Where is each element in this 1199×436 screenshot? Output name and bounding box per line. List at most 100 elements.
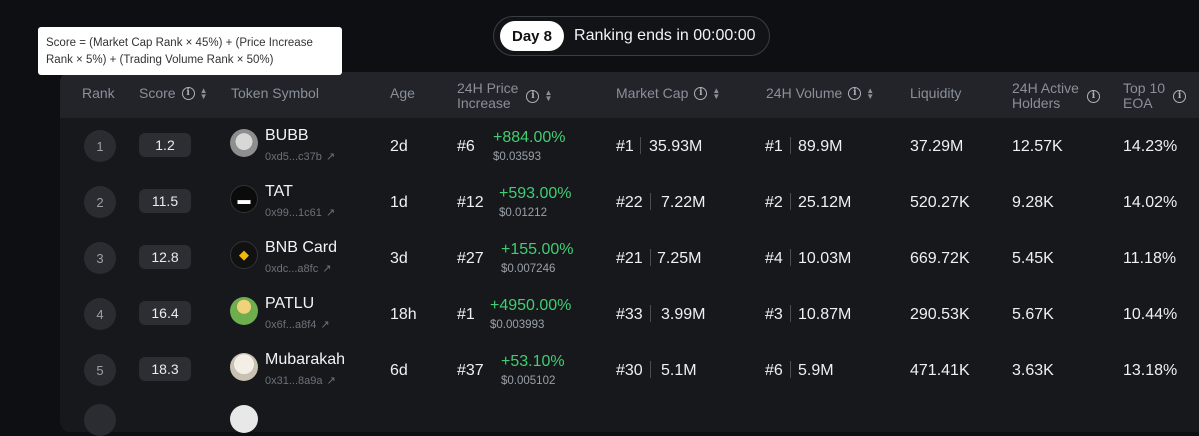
sort-icon[interactable]: ▲ ▼ [712,85,721,101]
col-active-holders[interactable]: 24H Active Holders i [1012,81,1100,111]
external-link-icon[interactable]: ↗ [326,375,336,387]
info-icon[interactable]: i [526,89,540,103]
price-value: $0.01212 [499,207,547,219]
col-holders-label: 24H Active Holders [1012,80,1079,111]
sort-icon[interactable]: ▲ ▼ [544,88,553,103]
info-icon[interactable]: i [181,87,195,100]
day-badge[interactable]: Day 8 [500,21,565,51]
token-address[interactable]: 0x99...1c61 ↗ [265,206,335,219]
col-market-cap-label: Market Cap [616,85,689,101]
market-cap-value: 5.1M [661,362,697,379]
rank-badge: 3 [84,242,116,274]
divider [790,361,791,378]
active-holders-value: 5.67K [1012,306,1054,323]
divider [650,305,651,322]
score-tooltip: Score = (Market Cap Rank × 45%) + (Price… [38,27,342,75]
ranking-banner: Day 8 Ranking ends in 00:00:00 [493,16,770,56]
col-eoa-label: Top 10 EOA [1123,80,1166,111]
price-change: +4950.00% [490,297,572,314]
token-address-text: 0x6f...a8f4 [265,319,317,331]
col-market-cap[interactable]: Market Cap i ▲ ▼ [616,86,720,101]
liquidity-value: 37.29M [910,138,964,155]
col-score-label: Score [139,85,176,101]
token-name[interactable]: Mubarakah [265,351,346,368]
token-name[interactable]: PATLU [265,295,315,312]
active-holders-value: 9.28K [1012,194,1054,211]
sort-icon[interactable]: ▲ ▼ [199,85,208,101]
market-cap-rank: #21 [616,250,643,267]
divider [650,193,651,210]
external-link-icon[interactable]: ↗ [325,151,336,163]
token-address-text: 0x31...8a9a [265,375,323,387]
price-change: +53.10% [501,353,565,370]
volume-rank: #2 [765,194,783,211]
score-badge: 18.3 [139,357,191,381]
price-rank: #27 [457,250,484,267]
external-link-icon[interactable]: ↗ [322,263,332,275]
info-icon[interactable]: i [1173,89,1187,103]
price-change: +593.00% [499,185,572,202]
tooltip-line: Rank × 5%) + (Trading Volume Rank × 50%) [46,54,274,66]
market-cap-rank: #30 [616,362,643,379]
col-score[interactable]: Score i ▲ ▼ [139,86,208,101]
tooltip-line: Score = (Market Cap Rank × 45%) + (Price… [46,37,313,49]
table-row[interactable]: 2 11.5 ▬ TAT 0x99...1c61 ↗ 1d #12 +593.00… [60,174,1199,230]
table-row[interactable]: 3 12.8 ◆ BNB Card 0xdc...a8fc ↗ 3d #27 +1… [60,230,1199,286]
price-value: $0.003993 [490,319,545,331]
market-cap-rank: #22 [616,194,643,211]
price-value: $0.007246 [501,263,556,275]
external-link-icon[interactable]: ↗ [320,319,330,331]
age-cell: 18h [390,306,417,323]
volume-value: 25.12M [798,194,852,211]
token-avatar-partial [230,405,258,433]
info-icon[interactable]: i [848,87,862,100]
volume-value: 5.9M [798,362,834,379]
col-volume-label: 24H Volume [766,85,843,101]
age-cell: 6d [390,362,408,379]
token-avatar: ◆ [230,241,258,269]
price-rank: #37 [457,362,484,379]
token-address[interactable]: 0x31...8a9a ↗ [265,374,336,387]
info-icon[interactable]: i [694,87,708,100]
active-holders-value: 3.63K [1012,362,1054,379]
volume-value: 10.87M [798,306,852,323]
table-header [60,72,1199,118]
col-price-label: 24H Price Increase [457,80,519,111]
token-name[interactable]: TAT [265,183,293,200]
active-holders-value: 12.57K [1012,138,1063,155]
table-row[interactable]: 5 18.3 Mubarakah 0x31...8a9a ↗ 6d #37 +53… [60,342,1199,398]
col-top10-eoa[interactable]: Top 10 EOA i [1123,80,1187,111]
external-link-icon[interactable]: ↗ [325,207,336,219]
info-icon[interactable]: i [1086,89,1100,103]
col-volume[interactable]: 24H Volume i ▲ ▼ [766,86,874,101]
token-name[interactable]: BUBB [265,127,309,144]
rank-badge: 1 [84,130,116,162]
table-row[interactable]: 1 1.2 BUBB 0xd5...c37b ↗ 2d #6 +884.00% $… [60,118,1199,174]
sort-icon[interactable]: ▲ ▼ [866,85,875,101]
volume-value: 89.9M [798,138,843,155]
price-rank: #1 [457,306,475,323]
table-row[interactable]: 4 16.4 PATLU 0x6f...a8f4 ↗ 18h #1 +4950.0… [60,286,1199,342]
score-badge: 12.8 [139,245,191,269]
rank-badge: 5 [84,354,116,386]
token-avatar [230,297,258,325]
col-price-increase[interactable]: 24H Price Increase i ▲ ▼ [457,81,552,111]
divider [790,137,791,154]
rank-badge: 4 [84,298,116,330]
liquidity-value: 290.53K [910,306,970,323]
token-address[interactable]: 0x6f...a8f4 ↗ [265,318,330,331]
active-holders-value: 5.45K [1012,250,1054,267]
price-change: +884.00% [493,129,566,146]
market-cap-value: 3.99M [661,306,706,323]
divider [650,361,651,378]
col-liquidity: Liquidity [910,85,962,101]
price-value: $0.03593 [493,151,541,163]
token-address[interactable]: 0xdc...a8fc ↗ [265,262,331,275]
top10-eoa-value: 13.18% [1123,362,1178,379]
market-cap-value: 35.93M [649,138,703,155]
token-name[interactable]: BNB Card [265,239,338,256]
token-address[interactable]: 0xd5...c37b ↗ [265,150,335,163]
volume-rank: #1 [765,138,783,155]
top10-eoa-value: 14.02% [1123,194,1178,211]
top10-eoa-value: 10.44% [1123,306,1178,323]
